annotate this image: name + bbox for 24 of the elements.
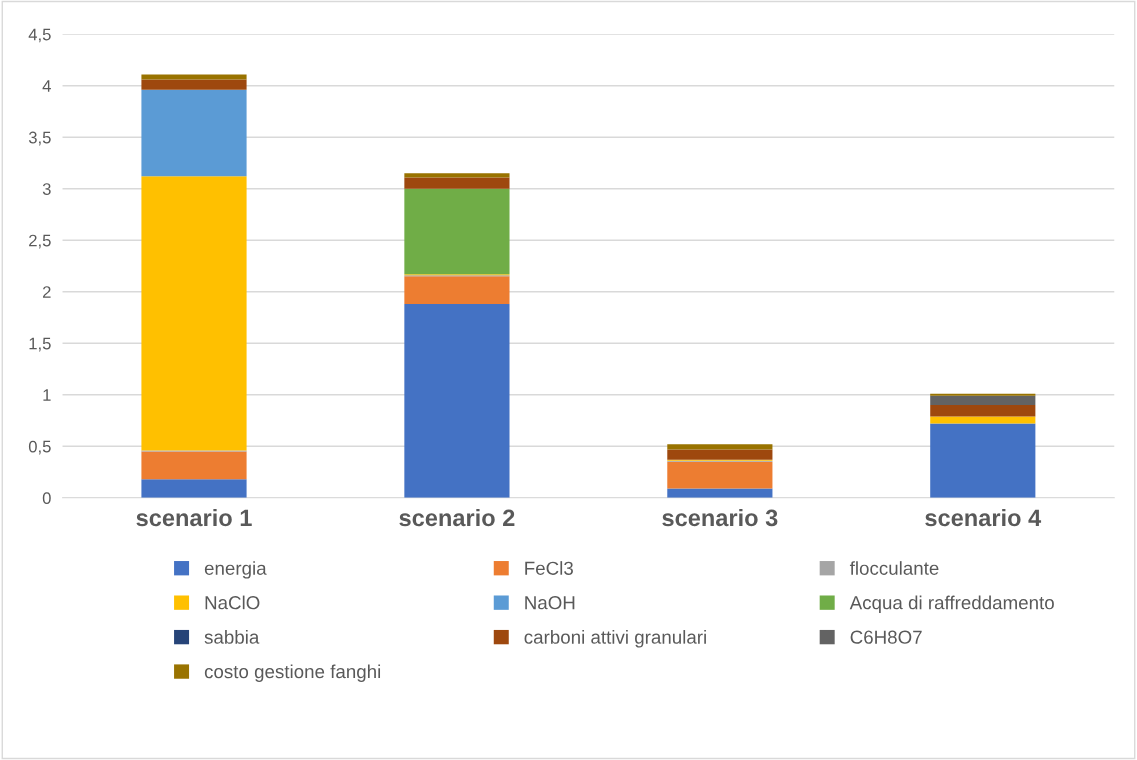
legend-label: carboni attivi granulari <box>524 630 706 648</box>
x-tick-label: scenario 1 <box>136 508 252 527</box>
legend-label: costo gestione fanghi <box>204 664 381 682</box>
legend-label: Acqua di raffreddamento <box>849 595 1054 614</box>
y-tick-label: 4,5 <box>28 28 51 43</box>
y-tick-label: 0,5 <box>28 440 51 455</box>
x-tick-label: scenario 2 <box>399 508 515 527</box>
y-tick-label: 1,5 <box>29 337 51 352</box>
legend-label: C6H8O7 <box>850 630 922 644</box>
y-tick-label: 1 <box>43 389 51 401</box>
legend-label: FeCl3 <box>525 561 573 575</box>
legend-label: flocculante <box>849 561 939 575</box>
legend-label: NaOH <box>525 596 575 610</box>
y-tick-label: 2,5 <box>29 234 51 249</box>
legend-label: sabbia <box>204 630 260 644</box>
legend-label: energia <box>204 561 267 579</box>
y-tick-label: 0 <box>42 492 51 504</box>
x-tick-label: scenario 3 <box>662 508 778 527</box>
y-tick-label: 3 <box>42 183 51 195</box>
y-tick-label: 3,5 <box>28 131 51 146</box>
y-tick-label: 4 <box>42 80 51 92</box>
legend-label: NaClO <box>205 595 260 610</box>
x-tick-label: scenario 4 <box>925 508 1042 527</box>
y-tick-label: 2 <box>42 286 51 298</box>
